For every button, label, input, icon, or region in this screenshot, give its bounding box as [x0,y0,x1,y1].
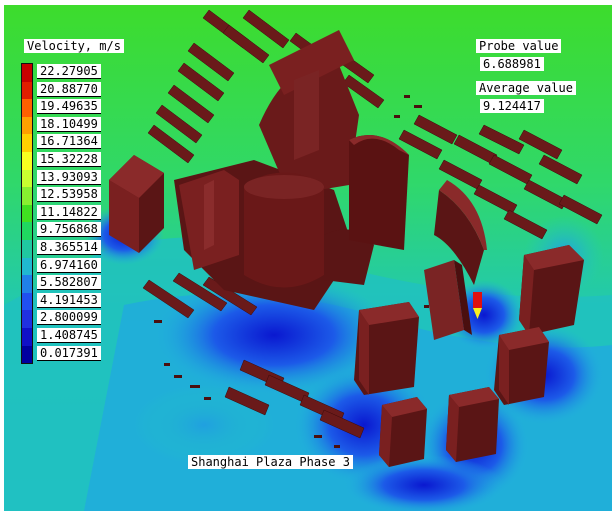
legend-swatch [22,134,32,152]
average-value: 9.124417 [480,99,544,113]
legend-value: 19.49635 [37,99,101,115]
building-central-complex [174,30,409,310]
building-lower-right [494,327,549,405]
legend-swatch [22,169,32,188]
legend-value: 11.14822 [37,204,101,220]
legend-value: 6.974160 [37,257,101,273]
scene-annotation: Shanghai Plaza Phase 3 [188,455,353,469]
wake-region [134,385,274,465]
legend-value: 15.32228 [37,151,101,167]
legend-value: 20.88770 [37,81,101,97]
legend-swatch [22,327,32,346]
legend-swatch [22,81,32,100]
legend-value: 0.017391 [37,345,101,361]
legend-value: 8.365514 [37,239,101,255]
legend-value: 2.800099 [37,310,101,326]
wake-region [344,455,504,511]
legend-swatch [22,257,32,276]
legend-swatch [22,151,32,170]
legend-value: 22.27905 [37,64,101,79]
legend-swatch [22,64,32,82]
building-lower-middle [354,302,419,395]
legend-swatch [22,204,32,223]
legend-swatch [22,275,32,293]
legend-swatch [22,222,32,240]
legend-swatch [22,310,32,328]
building-bottom-right [446,387,499,462]
building-left-cube [109,155,164,253]
legend-value: 4.191453 [37,292,101,308]
slab-buildings-bottom [142,272,365,439]
probe-value: 6.688981 [480,57,544,71]
legend-colorbar [21,63,33,365]
probe-label: Probe value [476,39,562,53]
legend-title: Velocity, m/s [24,39,124,53]
building-bottom-left [379,397,427,467]
legend-value: 13.93093 [37,169,101,185]
legend-swatch [22,99,32,117]
legend-value: 18.10499 [37,116,101,132]
legend-swatch [22,187,32,205]
legend-swatch [22,239,32,258]
cfd-viewport[interactable]: Velocity, m/s 22.27905 20.88770 19.49635 18… [4,5,612,511]
probe-marker[interactable] [473,292,482,319]
slab-buildings-top [147,9,385,164]
legend-value: 12.53958 [37,187,101,203]
legend-swatch [22,345,32,364]
building-tall-slab [424,260,472,340]
legend-swatch [22,292,32,311]
slab-buildings-right [398,114,603,240]
legend-swatch [22,116,32,135]
legend-value: 9.756868 [37,222,101,238]
average-label: Average value [476,81,576,95]
legend-value: 16.71364 [37,134,101,150]
building-right-tower [519,245,584,335]
legend-value: 1.408745 [37,327,101,343]
legend-value: 5.582807 [37,275,101,291]
building-right-curved [434,180,487,285]
